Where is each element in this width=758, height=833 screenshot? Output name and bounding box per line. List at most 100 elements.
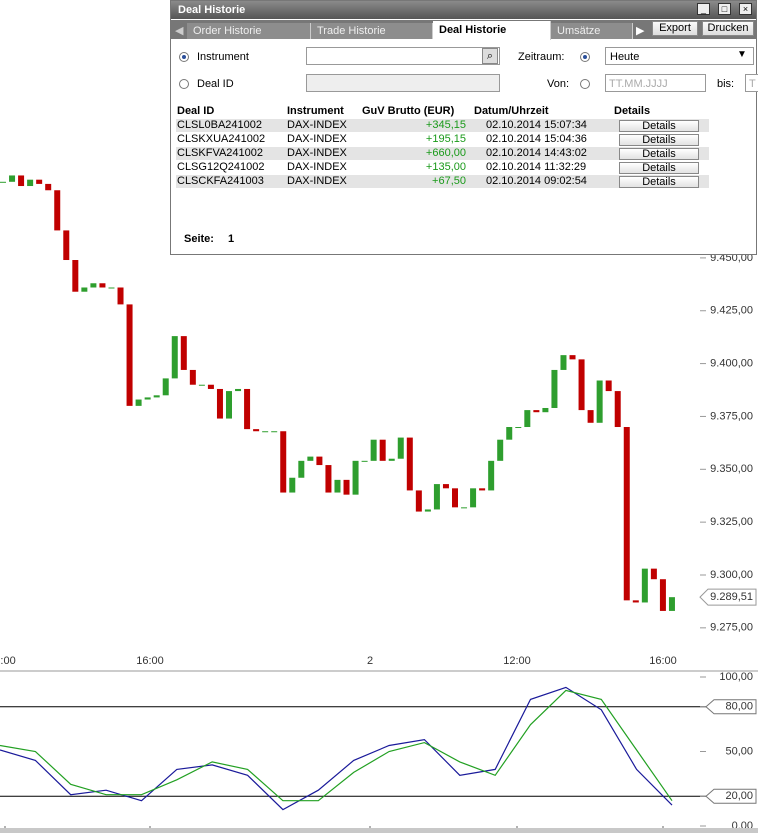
candle-up — [307, 456, 314, 461]
zeitraum-label: Zeitraum: — [518, 51, 565, 63]
radio-instrument[interactable] — [179, 52, 189, 62]
table-row[interactable] — [176, 147, 709, 160]
candle-up — [90, 283, 97, 288]
radio-zeitraum[interactable] — [580, 52, 590, 62]
table-cell: DAX-INDEX — [287, 147, 347, 159]
table-row[interactable] — [176, 175, 709, 188]
last-price-box — [699, 588, 757, 606]
table-cell: CLSG12Q241002 — [177, 161, 265, 173]
instrument-label: Instrument — [197, 51, 249, 63]
column-header[interactable]: Details — [614, 105, 651, 117]
candle-down — [244, 388, 251, 430]
dropdown-arrow[interactable]: ▼ — [737, 49, 747, 60]
candle-down — [72, 260, 79, 292]
zeitraum-select[interactable] — [605, 47, 754, 65]
bottom-bar — [0, 828, 758, 833]
details-button[interactable]: Details — [619, 162, 699, 174]
candle-down — [189, 369, 196, 385]
details-button[interactable]: Details — [619, 176, 699, 188]
table-cell: DAX-INDEX — [287, 119, 347, 131]
candle-down — [533, 410, 540, 413]
candle-up — [352, 460, 359, 495]
candle-down — [99, 283, 106, 288]
bis-placeholder: T — [749, 78, 756, 90]
instrument-input[interactable] — [306, 47, 500, 65]
tab-scroll-right[interactable]: ▶ — [636, 25, 645, 37]
candle-down — [126, 304, 133, 406]
candle-up — [153, 395, 160, 398]
table-row[interactable] — [176, 133, 709, 146]
candle-up — [515, 427, 522, 429]
table-cell: +195,15 — [425, 133, 466, 145]
candle-down — [406, 437, 413, 491]
column-header[interactable]: Deal ID — [177, 105, 215, 117]
candle-up — [235, 388, 242, 392]
candle-down — [180, 336, 187, 370]
table-cell: DAX-INDEX — [287, 133, 347, 145]
bis-input[interactable] — [745, 74, 758, 92]
search-button[interactable]: ⌕ — [482, 48, 498, 64]
tab-active[interactable]: Deal Historie — [433, 21, 551, 40]
x-tick-label: 12:00 — [503, 655, 531, 667]
tab[interactable]: Umsätze — [551, 23, 633, 39]
candle-up — [198, 384, 205, 386]
y-tick-label: 9.350,00 — [710, 463, 753, 475]
table-cell: CLSCKFA241003 — [177, 175, 264, 187]
oscillator-line — [0, 686, 673, 811]
column-header[interactable]: Instrument — [287, 105, 344, 117]
close-button[interactable]: × — [739, 3, 752, 15]
table-cell: +135,00 — [425, 161, 466, 173]
candle-down — [54, 190, 61, 231]
deal-id-input[interactable] — [306, 74, 500, 92]
candle-up — [81, 287, 88, 292]
candle-down — [63, 230, 70, 261]
candle-up — [524, 410, 531, 428]
candle-down — [452, 488, 458, 508]
details-button[interactable]: Details — [619, 148, 699, 160]
tab[interactable]: Trade Historie — [311, 23, 433, 39]
candle-up — [334, 479, 341, 493]
candle-up — [488, 460, 495, 491]
candle-up — [298, 460, 305, 478]
column-header[interactable]: Datum/Uhrzeit — [474, 105, 549, 117]
candle-up — [162, 378, 169, 396]
minimize-button[interactable]: _ — [697, 3, 710, 15]
candle-up — [461, 507, 468, 509]
candle-down — [18, 175, 25, 187]
y-tick-label: 9.375,00 — [710, 410, 753, 422]
tab[interactable]: Order Historie — [187, 23, 311, 39]
candle-down — [623, 427, 630, 601]
table-cell: +345,15 — [425, 119, 466, 131]
table-cell: DAX-INDEX — [287, 175, 347, 187]
y-tick-label: 9.325,00 — [710, 516, 753, 528]
print-button[interactable]: Drucken — [702, 21, 754, 36]
candle-up — [506, 427, 513, 440]
candle-up — [668, 597, 675, 611]
zeitraum-value: Heute — [610, 51, 640, 63]
x-tick-label: 2:00 — [0, 655, 16, 667]
maximize-button[interactable]: □ — [718, 3, 731, 15]
table-row[interactable] — [176, 161, 709, 174]
column-header[interactable]: GuV Brutto (EUR) — [362, 105, 455, 117]
window-title: Deal Historie — [178, 4, 246, 16]
details-button[interactable]: Details — [619, 134, 699, 146]
von-input[interactable] — [605, 74, 706, 92]
export-button[interactable]: Export — [652, 21, 698, 36]
candle-up — [135, 399, 142, 406]
candle-down — [659, 579, 666, 611]
tab-scroll-left[interactable]: ◀ — [175, 25, 184, 37]
candle-down — [605, 380, 612, 392]
radio-deal-id[interactable] — [179, 79, 189, 89]
candle-up — [433, 484, 440, 510]
candle-down — [587, 410, 594, 423]
candle-down — [578, 359, 585, 411]
y-tick-label: 9.275,00 — [710, 622, 753, 634]
details-button[interactable]: Details — [619, 120, 699, 132]
radio-von[interactable] — [580, 79, 590, 89]
candle-down — [569, 355, 576, 360]
table-row[interactable] — [176, 119, 709, 132]
candle-down — [343, 479, 350, 495]
x-tick-label: 16:00 — [649, 655, 677, 667]
candle-up — [262, 431, 269, 433]
bis-label: bis: — [717, 78, 735, 90]
